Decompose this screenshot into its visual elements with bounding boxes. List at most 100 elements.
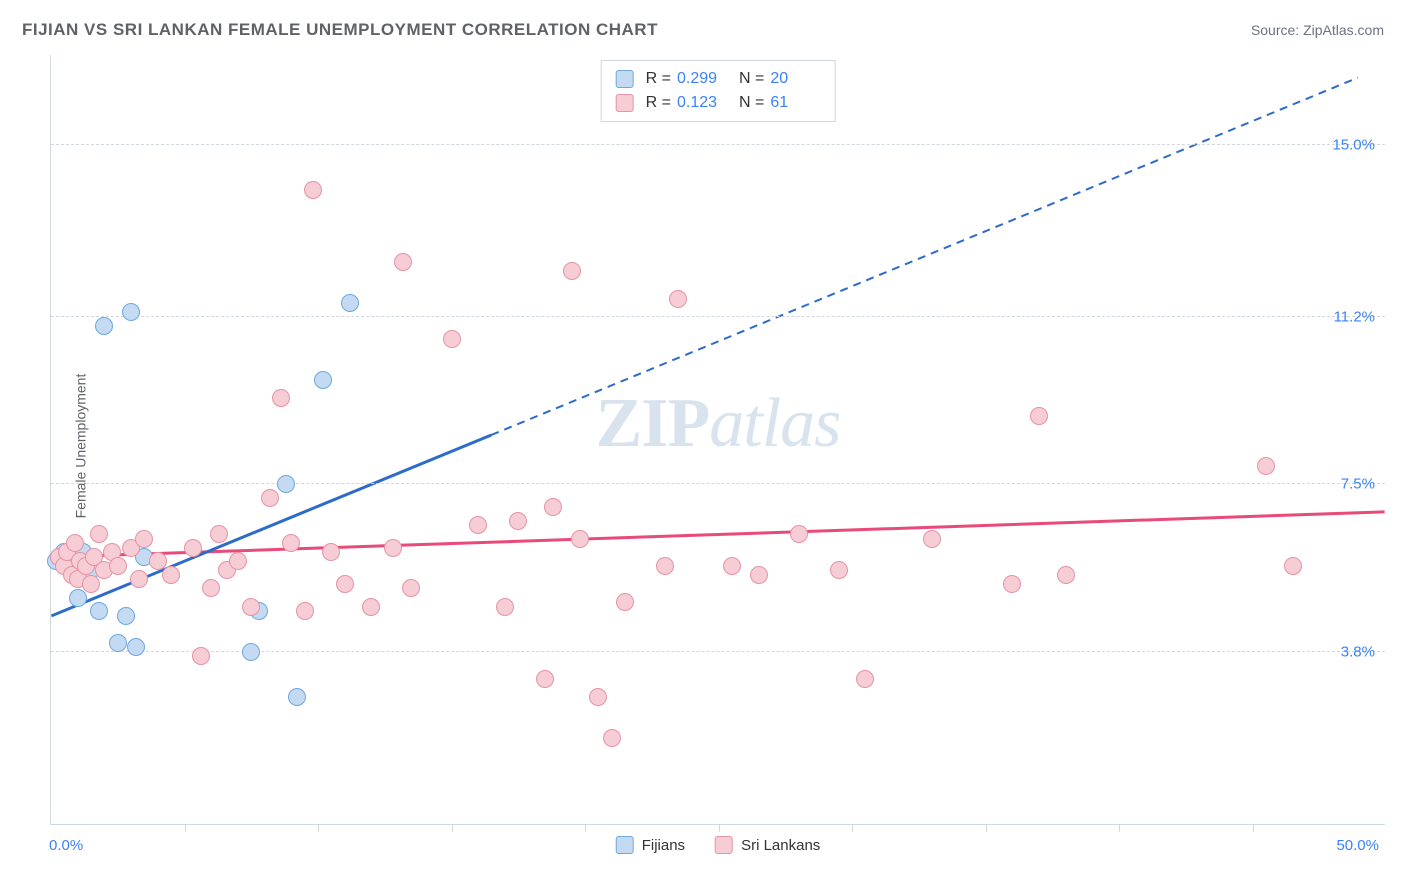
- legend-item-fijians: Fijians: [616, 836, 685, 854]
- scatter-point: [536, 670, 554, 688]
- x-tick: [852, 824, 853, 832]
- scatter-point: [341, 294, 359, 312]
- scatter-point: [723, 557, 741, 575]
- chart-title: FIJIAN VS SRI LANKAN FEMALE UNEMPLOYMENT…: [22, 20, 658, 40]
- scatter-point: [90, 525, 108, 543]
- watermark-zip: ZIP: [596, 385, 710, 462]
- x-tick: [986, 824, 987, 832]
- scatter-point: [616, 593, 634, 611]
- r-label: R =: [646, 67, 671, 91]
- scatter-point: [277, 475, 295, 493]
- scatter-point: [242, 643, 260, 661]
- scatter-point: [135, 530, 153, 548]
- scatter-point: [394, 253, 412, 271]
- scatter-point: [109, 634, 127, 652]
- x-tick: [585, 824, 586, 832]
- scatter-point: [336, 575, 354, 593]
- scatter-point: [509, 512, 527, 530]
- scatter-point: [790, 525, 808, 543]
- legend-swatch-fijians: [616, 836, 634, 854]
- scatter-point: [1003, 575, 1021, 593]
- scatter-point: [192, 647, 210, 665]
- x-tick: [185, 824, 186, 832]
- scatter-point: [563, 262, 581, 280]
- scatter-point: [402, 579, 420, 597]
- scatter-point: [1257, 457, 1275, 475]
- gridline: [51, 316, 1385, 317]
- legend-swatch-srilankans: [715, 836, 733, 854]
- scatter-point: [304, 181, 322, 199]
- chart-container: FIJIAN VS SRI LANKAN FEMALE UNEMPLOYMENT…: [0, 0, 1406, 892]
- x-tick: [318, 824, 319, 832]
- x-tick: [1253, 824, 1254, 832]
- r-value-srilankans: 0.123: [677, 91, 727, 115]
- scatter-point: [830, 561, 848, 579]
- scatter-point: [127, 638, 145, 656]
- scatter-point: [288, 688, 306, 706]
- scatter-point: [656, 557, 674, 575]
- bottom-legend: Fijians Sri Lankans: [616, 836, 821, 854]
- y-tick-label: 15.0%: [1332, 136, 1375, 153]
- stats-legend: R = 0.299 N = 20 R = 0.123 N = 61: [601, 60, 836, 122]
- scatter-point: [750, 566, 768, 584]
- scatter-point: [117, 607, 135, 625]
- scatter-point: [229, 552, 247, 570]
- scatter-point: [82, 575, 100, 593]
- scatter-point: [571, 530, 589, 548]
- scatter-point: [856, 670, 874, 688]
- watermark-atlas: atlas: [709, 385, 840, 462]
- gridline: [51, 144, 1385, 145]
- scatter-point: [282, 534, 300, 552]
- swatch-fijians: [616, 70, 634, 88]
- scatter-point: [66, 534, 84, 552]
- scatter-point: [1057, 566, 1075, 584]
- scatter-point: [544, 498, 562, 516]
- stats-row-fijians: R = 0.299 N = 20: [616, 67, 821, 91]
- legend-label-srilankans: Sri Lankans: [741, 837, 820, 854]
- y-tick-label: 11.2%: [1334, 308, 1375, 325]
- x-tick: [1119, 824, 1120, 832]
- scatter-point: [95, 317, 113, 335]
- y-tick-label: 7.5%: [1341, 476, 1375, 493]
- scatter-point: [384, 539, 402, 557]
- chart-source: Source: ZipAtlas.com: [1251, 22, 1384, 38]
- scatter-point: [272, 389, 290, 407]
- scatter-point: [210, 525, 228, 543]
- legend-item-srilankans: Sri Lankans: [715, 836, 820, 854]
- scatter-point: [162, 566, 180, 584]
- x-axis-min-label: 0.0%: [49, 837, 83, 854]
- watermark: ZIPatlas: [596, 384, 841, 464]
- scatter-point: [261, 489, 279, 507]
- scatter-point: [603, 729, 621, 747]
- scatter-point: [469, 516, 487, 534]
- scatter-point: [1030, 407, 1048, 425]
- scatter-point: [296, 602, 314, 620]
- scatter-point: [314, 371, 332, 389]
- scatter-point: [109, 557, 127, 575]
- swatch-srilankans: [616, 94, 634, 112]
- gridline: [51, 483, 1385, 484]
- scatter-point: [669, 290, 687, 308]
- scatter-point: [322, 543, 340, 561]
- n-value-srilankans: 61: [770, 91, 820, 115]
- stats-row-srilankans: R = 0.123 N = 61: [616, 91, 821, 115]
- x-tick: [452, 824, 453, 832]
- plot-area: ZIPatlas R = 0.299 N = 20 R = 0.123 N = …: [50, 55, 1385, 825]
- x-axis-max-label: 50.0%: [1336, 837, 1379, 854]
- y-tick-label: 3.8%: [1341, 643, 1375, 660]
- n-label: N =: [739, 91, 764, 115]
- x-tick: [719, 824, 720, 832]
- scatter-point: [90, 602, 108, 620]
- scatter-point: [202, 579, 220, 597]
- r-value-fijians: 0.299: [677, 67, 727, 91]
- trend-lines-layer: [51, 55, 1385, 824]
- scatter-point: [443, 330, 461, 348]
- scatter-point: [242, 598, 260, 616]
- chart-header: FIJIAN VS SRI LANKAN FEMALE UNEMPLOYMENT…: [22, 20, 1384, 40]
- n-label: N =: [739, 67, 764, 91]
- scatter-point: [1284, 557, 1302, 575]
- legend-label-fijians: Fijians: [642, 837, 685, 854]
- scatter-point: [69, 589, 87, 607]
- r-label: R =: [646, 91, 671, 115]
- scatter-point: [130, 570, 148, 588]
